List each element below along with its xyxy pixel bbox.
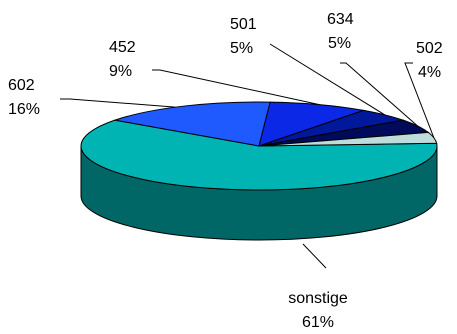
leader-line-502 [404, 62, 435, 138]
labels-layer: sonstige 61% 602 16% 452 9% 501 5% 634 5… [8, 11, 443, 331]
label-percent-634: 5% [328, 35, 351, 52]
label-name-452: 452 [109, 39, 136, 56]
label-name-sonstige: sonstige [288, 290, 348, 307]
label-percent-502: 4% [418, 64, 441, 81]
leader-line-602 [60, 98, 176, 108]
slice-top-602 [114, 101, 271, 147]
slice-top-sonstige [80, 119, 438, 191]
slices-layer [80, 101, 438, 241]
leader-line-452 [152, 69, 320, 106]
leader-lines [60, 43, 435, 269]
label-name-634: 634 [327, 11, 354, 28]
label-percent-452: 9% [109, 63, 132, 80]
label-name-602: 602 [8, 77, 35, 94]
leader-line-501 [269, 43, 386, 116]
leader-line-sonstige [302, 243, 327, 269]
leader-line-634 [340, 62, 418, 127]
label-name-501: 501 [230, 16, 257, 33]
label-percent-sonstige: 61% [302, 314, 334, 329]
label-name-502: 502 [416, 40, 443, 57]
label-percent-501: 5% [230, 40, 253, 57]
slice-top-452 [258, 101, 366, 147]
label-percent-602: 16% [8, 101, 40, 118]
